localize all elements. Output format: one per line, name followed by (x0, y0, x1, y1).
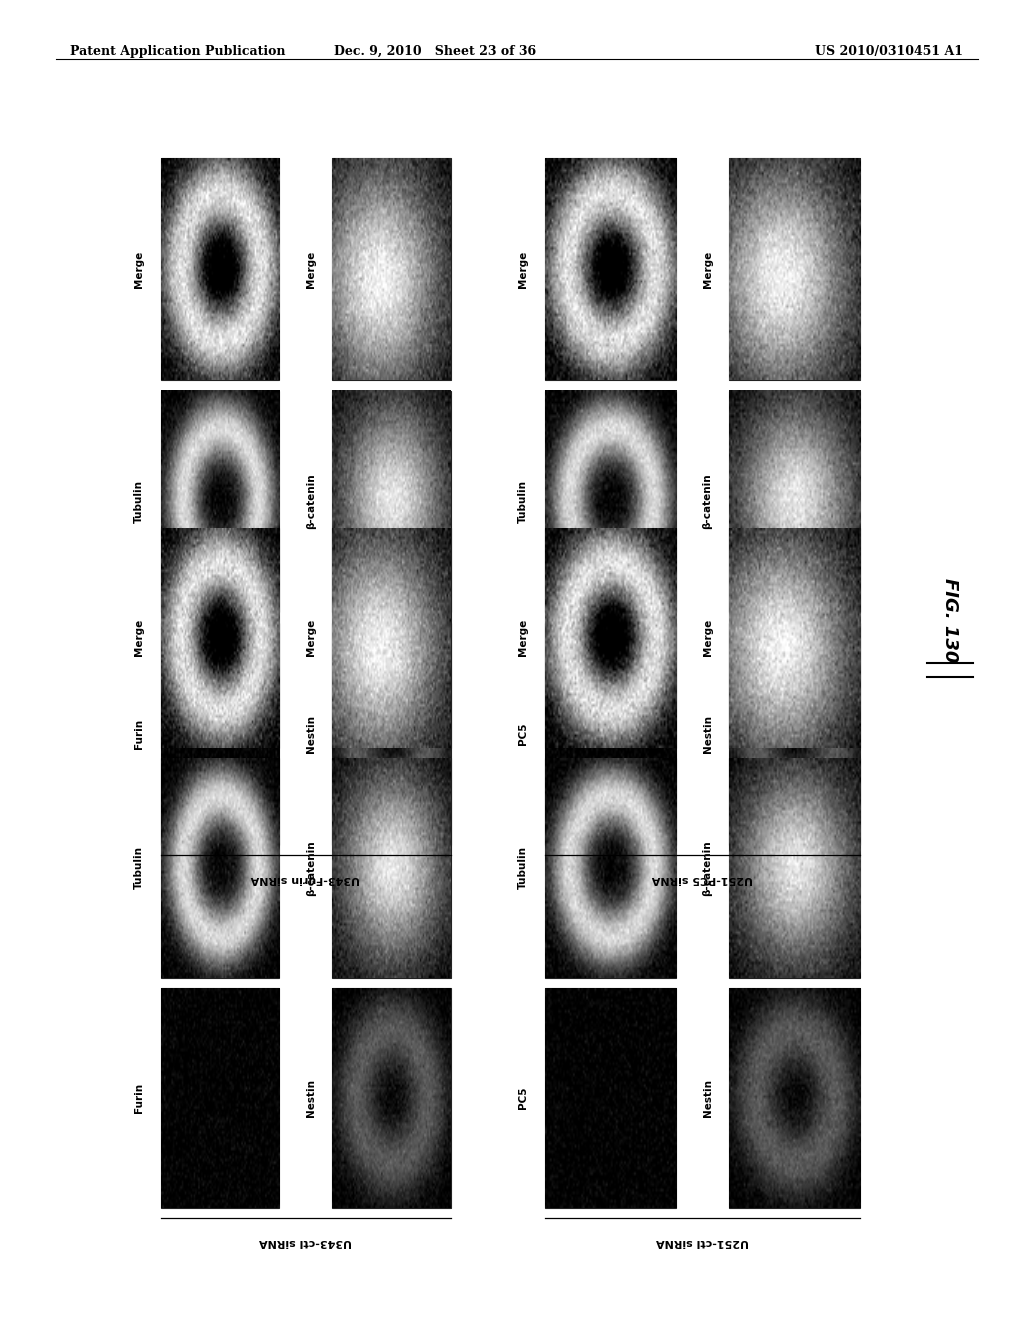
Text: Tubulin: Tubulin (518, 480, 528, 523)
Text: Merge: Merge (134, 251, 144, 288)
Text: U251-ctl siRNA: U251-ctl siRNA (656, 1237, 749, 1247)
Text: Furin: Furin (134, 719, 144, 748)
Text: Tubulin: Tubulin (134, 480, 144, 523)
Text: Tubulin: Tubulin (518, 846, 528, 890)
Bar (729, 391, 860, 612)
Text: PC5: PC5 (518, 722, 528, 746)
Bar (161, 391, 279, 612)
Text: β-catenin: β-catenin (702, 840, 713, 896)
Text: US 2010/0310451 A1: US 2010/0310451 A1 (814, 45, 963, 58)
Bar (729, 528, 860, 747)
Bar (545, 391, 676, 612)
Text: Merge: Merge (518, 251, 528, 288)
Bar (729, 989, 860, 1208)
Text: Merge: Merge (702, 251, 713, 288)
Text: β-catenin: β-catenin (306, 840, 315, 896)
Text: Nestin: Nestin (702, 715, 713, 752)
Text: Furin: Furin (134, 1082, 144, 1113)
Bar (332, 989, 451, 1208)
Text: Nestin: Nestin (306, 715, 315, 752)
Bar (332, 391, 451, 612)
Text: Tubulin: Tubulin (134, 846, 144, 890)
Text: Dec. 9, 2010   Sheet 23 of 36: Dec. 9, 2010 Sheet 23 of 36 (334, 45, 537, 58)
Text: Nestin: Nestin (702, 1078, 713, 1117)
Text: Merge: Merge (306, 251, 315, 288)
Text: PC5: PC5 (518, 1086, 528, 1109)
Bar (161, 158, 279, 380)
Bar (729, 623, 860, 845)
Bar (161, 758, 279, 978)
Bar (161, 623, 279, 845)
Text: β-catenin: β-catenin (306, 474, 315, 529)
Text: Merge: Merge (702, 619, 713, 656)
Text: Merge: Merge (306, 619, 315, 656)
Text: Nestin: Nestin (306, 1078, 315, 1117)
Text: U343-Furin siRNA: U343-Furin siRNA (251, 874, 360, 884)
Text: Merge: Merge (134, 619, 144, 656)
Bar (332, 528, 451, 747)
Text: U343-ctl siRNA: U343-ctl siRNA (259, 1237, 352, 1247)
Bar (545, 528, 676, 747)
Text: Patent Application Publication: Patent Application Publication (70, 45, 285, 58)
Text: U251-PC5 siRNA: U251-PC5 siRNA (652, 874, 753, 884)
Bar (332, 623, 451, 845)
Bar (545, 758, 676, 978)
Bar (161, 989, 279, 1208)
Text: FIG. 130: FIG. 130 (941, 578, 959, 663)
Text: Merge: Merge (518, 619, 528, 656)
Bar (332, 758, 451, 978)
Bar (332, 158, 451, 380)
Text: β-catenin: β-catenin (702, 474, 713, 529)
Bar (545, 989, 676, 1208)
Bar (545, 158, 676, 380)
Bar (545, 623, 676, 845)
Bar (161, 528, 279, 747)
Bar (729, 758, 860, 978)
Bar (729, 158, 860, 380)
